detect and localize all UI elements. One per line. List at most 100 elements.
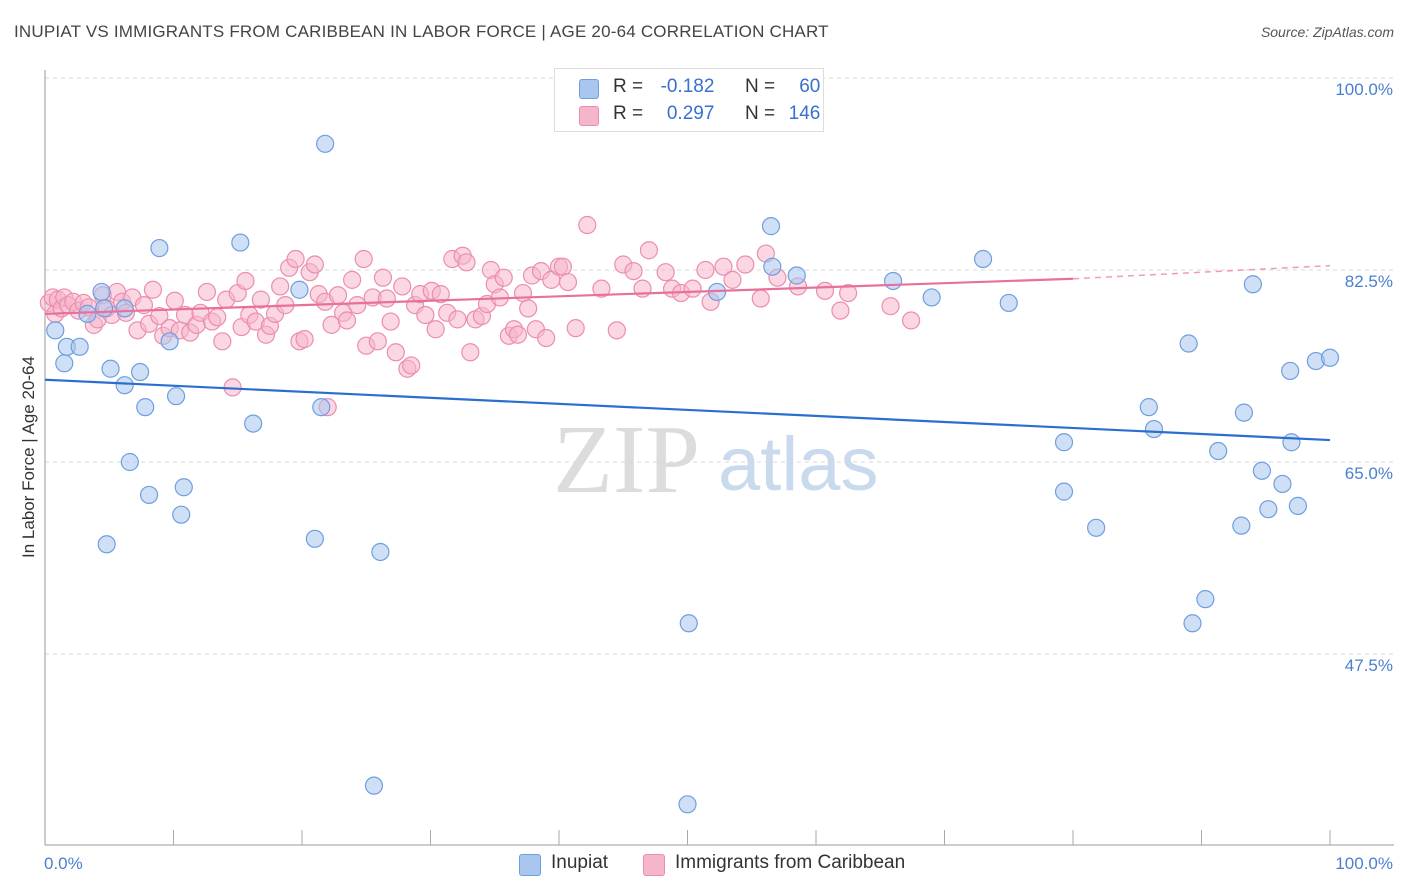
inupiat-point: [1209, 441, 1228, 461]
inupiat-point: [1144, 419, 1164, 439]
inupiat-point: [679, 614, 698, 633]
inupiat-point: [883, 271, 903, 291]
caribbean-point: [901, 311, 921, 330]
caribbean-point: [286, 249, 305, 269]
caribbean-swatch: [579, 106, 599, 126]
caribbean-point: [624, 261, 643, 281]
caribbean-point: [426, 320, 445, 339]
caribbean-point: [236, 271, 255, 291]
inupiat-point: [1320, 348, 1340, 367]
inupiat-point: [678, 795, 697, 814]
y-tick-label: 100.0%: [1335, 80, 1393, 99]
y-axis-title: In Labor Force | Age 20-64: [19, 356, 38, 558]
n-label: N =: [744, 103, 776, 124]
caribbean-point: [213, 332, 232, 351]
trend-lines: [44, 264, 1331, 442]
inupiat-point: [231, 233, 250, 252]
inupiat-point: [1232, 516, 1251, 535]
inupiat-point: [1281, 361, 1300, 381]
y-tick-label: 47.5%: [1345, 656, 1393, 675]
inupiat-point: [139, 485, 159, 505]
inupiat-point: [166, 387, 186, 406]
inupiat-point: [761, 217, 781, 236]
inupiat-point: [922, 288, 941, 307]
caribbean-point: [566, 319, 585, 338]
inupiat-point: [115, 299, 134, 318]
y-tick-label: 65.0%: [1345, 464, 1393, 483]
series-legend: Inupiat Immigrants from Caribbean: [0, 852, 1406, 878]
inupiat-point: [763, 257, 782, 276]
inupiat-point: [95, 299, 114, 318]
inupiat-point: [1087, 518, 1106, 537]
caribbean-point: [494, 268, 513, 287]
caribbean-point: [519, 299, 538, 318]
caribbean-point: [714, 257, 733, 276]
inupiat-point: [1183, 614, 1202, 633]
caribbean-point: [431, 285, 450, 304]
n-label: N =: [744, 76, 776, 97]
inupiat-point: [172, 505, 191, 524]
inupiat-point: [1179, 334, 1198, 353]
legend-label-caribbean: Immigrants from Caribbean: [675, 852, 906, 873]
caribbean-point: [696, 260, 715, 280]
caribbean-point: [881, 297, 900, 316]
caribbean-point: [448, 310, 467, 329]
caribbean-point: [393, 277, 412, 296]
inupiat-point: [1259, 500, 1278, 519]
r-value: -0.182: [660, 76, 715, 97]
caribbean-trend-line: [44, 277, 1074, 315]
n-value: 60: [799, 76, 821, 97]
caribbean-point: [295, 330, 314, 349]
x-tick-label-min: 0.0%: [44, 854, 83, 873]
caribbean-point: [402, 356, 421, 375]
source-label: Source: ZipAtlas.com: [1260, 24, 1394, 40]
inupiat-point: [150, 238, 169, 258]
inupiat-point: [1054, 433, 1074, 452]
inupiat-point: [973, 249, 993, 269]
caribbean-point: [165, 291, 184, 310]
caribbean-point: [337, 311, 357, 330]
inupiat-point: [70, 337, 89, 356]
inupiat-point: [1139, 398, 1158, 417]
caribbean-point: [150, 306, 169, 326]
inupiat-point: [290, 280, 309, 299]
inupiat-point: [305, 529, 324, 548]
x-tick-label-max: 100.0%: [1335, 854, 1393, 873]
caribbean-point: [208, 308, 227, 327]
caribbean-point: [553, 257, 572, 276]
caribbean-point: [831, 301, 850, 320]
inupiat-point: [130, 362, 150, 382]
caribbean-point: [143, 280, 163, 299]
inupiat-point: [115, 376, 134, 395]
caribbean-point: [197, 282, 217, 302]
caribbean-point: [607, 321, 626, 340]
caribbean-point: [508, 325, 527, 344]
inupiat-trend-line: [44, 378, 1331, 442]
inupiat-point: [1196, 590, 1215, 609]
inupiat-point: [999, 293, 1018, 313]
caribbean-point: [373, 268, 393, 287]
inupiat-point: [92, 282, 111, 302]
inupiat-point: [1273, 474, 1292, 494]
inupiat-swatch: [579, 79, 599, 99]
n-value: 146: [788, 103, 821, 124]
inupiat-point: [101, 359, 120, 378]
caribbean-point: [271, 277, 290, 296]
inupiat-point: [120, 452, 139, 472]
watermark-zip: ZIP: [553, 406, 700, 514]
chart-title: INUPIAT VS IMMIGRANTS FROM CARIBBEAN IN …: [14, 22, 829, 41]
inupiat-point: [1282, 433, 1301, 452]
watermark-atlas: atlas: [718, 422, 879, 507]
inupiat-point: [1288, 496, 1307, 515]
caribbean-point: [639, 241, 659, 260]
caribbean-point: [558, 272, 578, 292]
caribbean-point: [328, 286, 348, 305]
inupiat-point: [55, 354, 74, 373]
caribbean-point: [683, 279, 702, 298]
inupiat-swatch: [519, 854, 541, 876]
inupiat-point: [364, 776, 384, 795]
inupiat-point: [1243, 275, 1263, 294]
inupiat-point: [787, 266, 806, 285]
caribbean-point: [723, 270, 742, 289]
